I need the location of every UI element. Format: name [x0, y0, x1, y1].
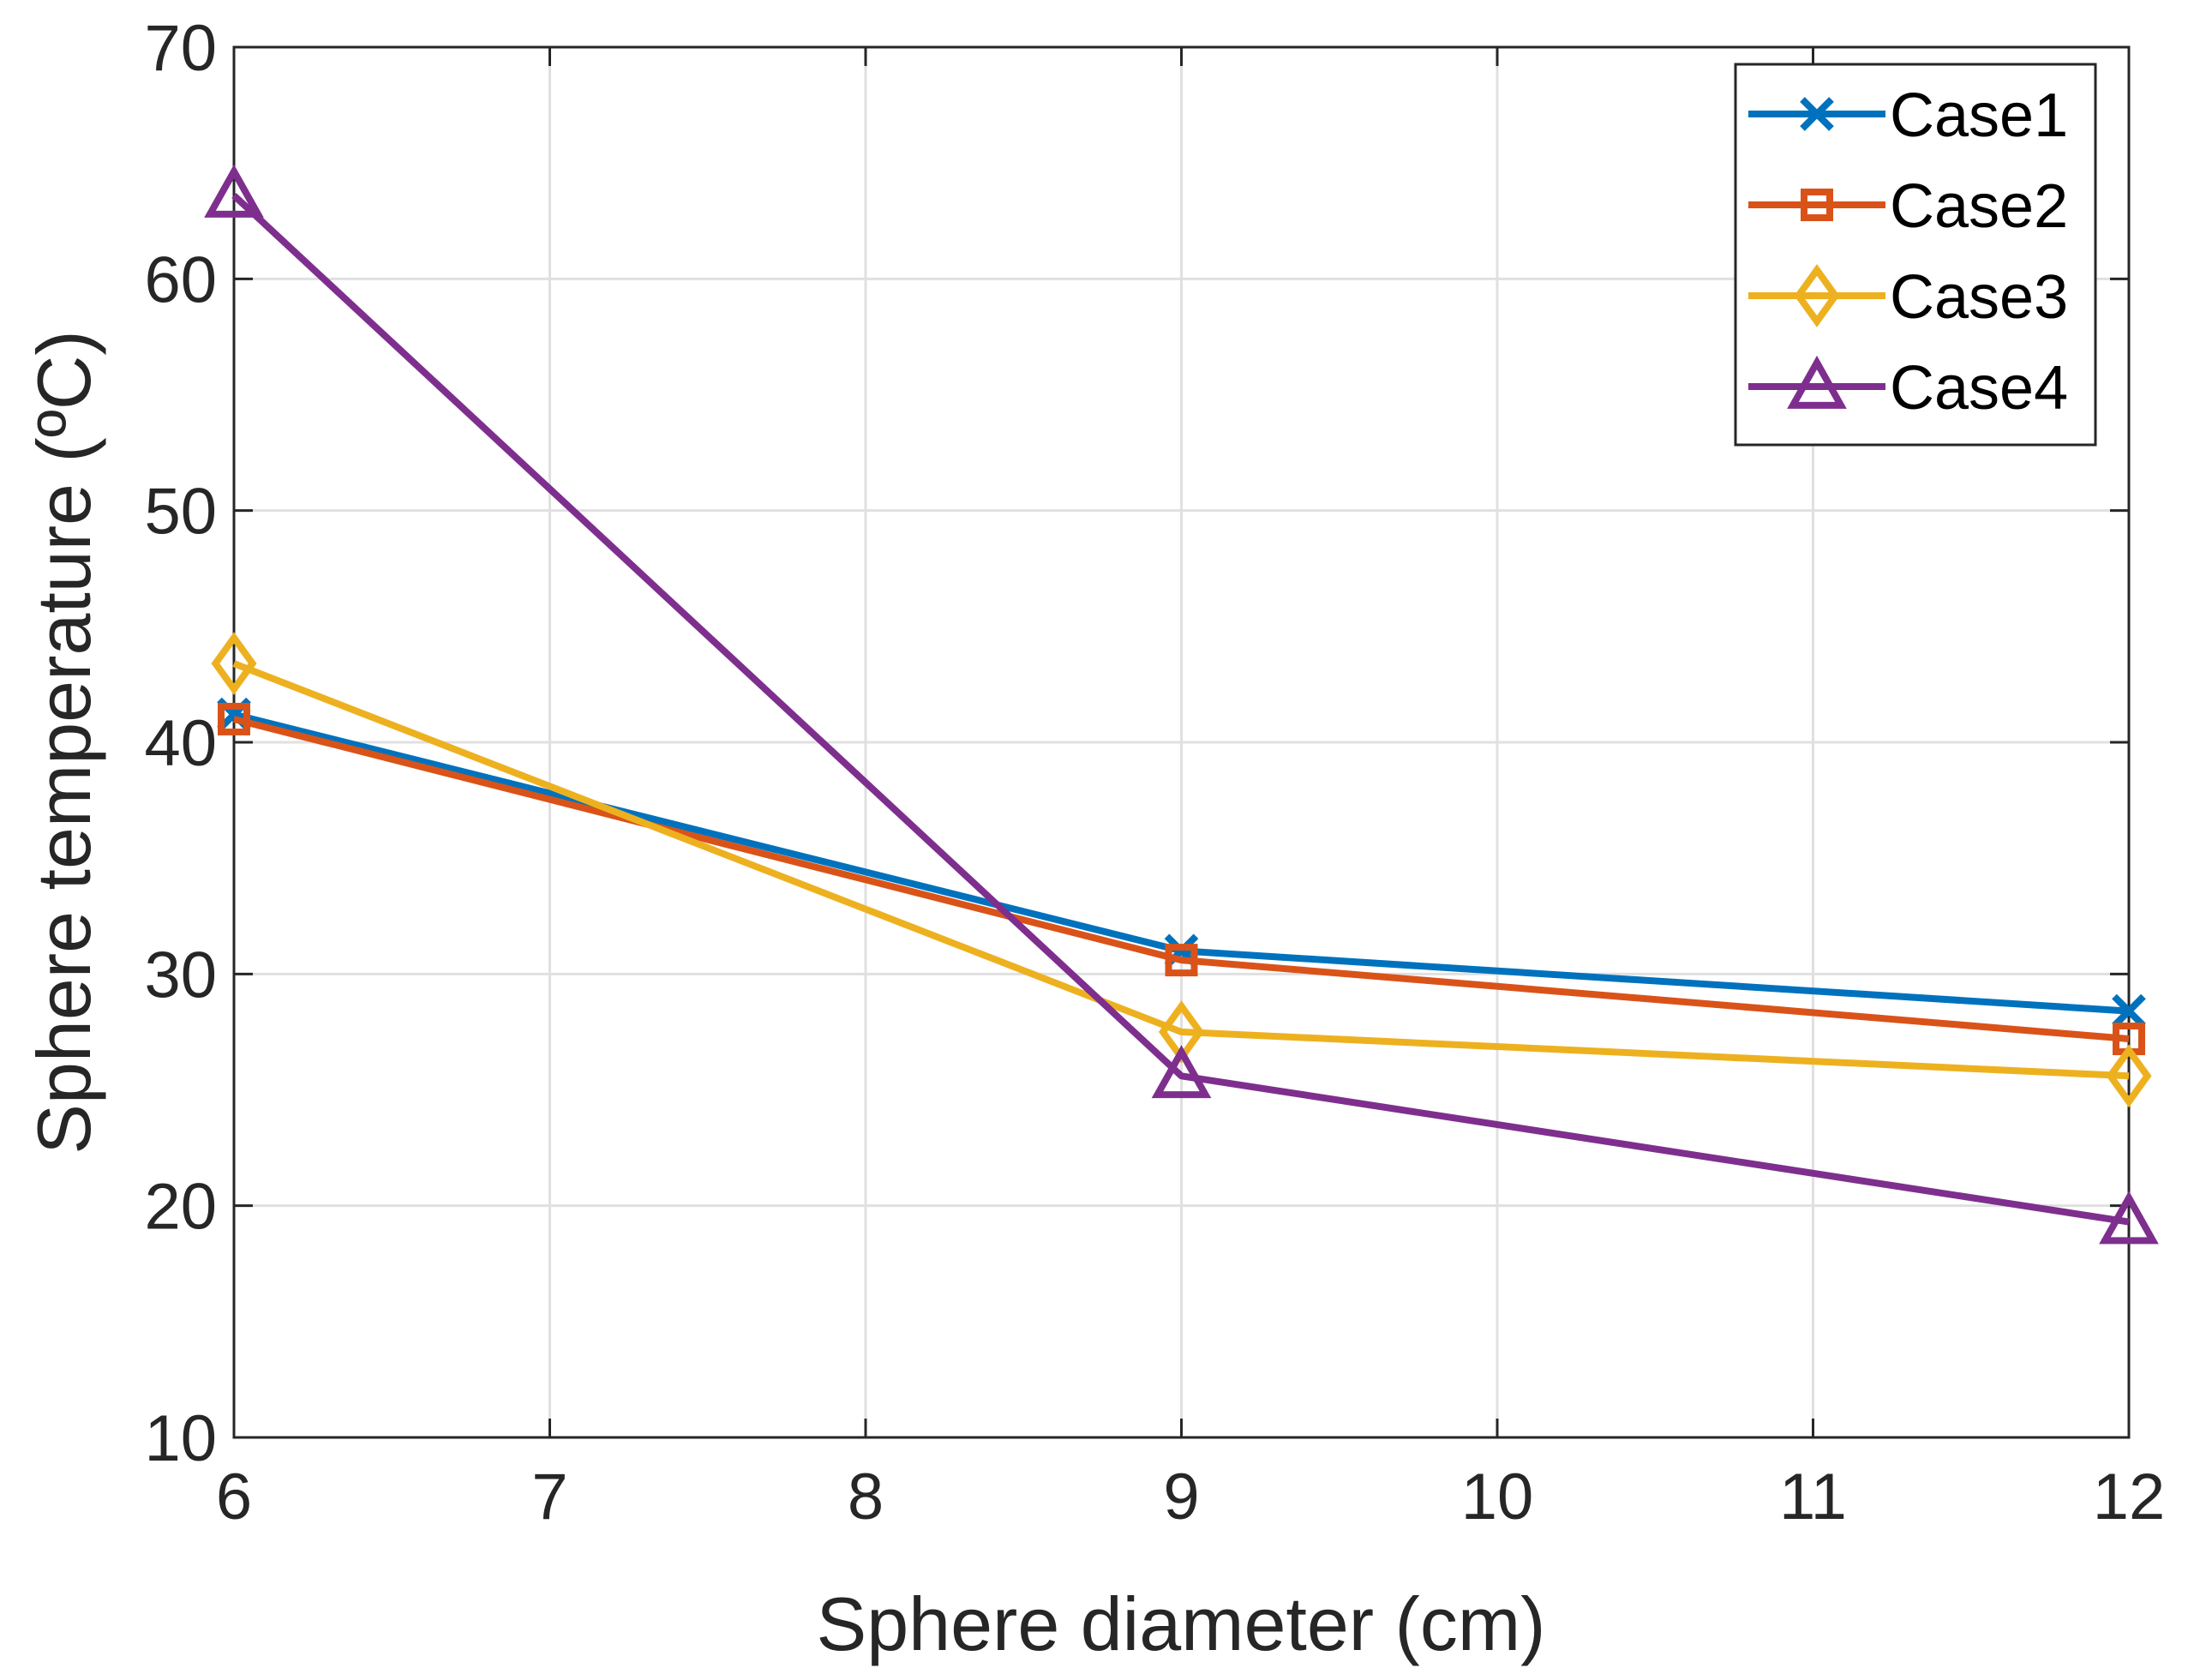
- data-point: [2106, 1044, 2152, 1108]
- legend-marker: [1800, 97, 1834, 131]
- legend-label: Case1: [1890, 81, 2068, 150]
- marker-stroke: [2112, 993, 2146, 1029]
- series-line: [232, 660, 2130, 1080]
- series-line: [233, 716, 2130, 1043]
- x-tick-label: 9: [1163, 1461, 1199, 1533]
- data-point: [2112, 993, 2146, 1029]
- legend-item-case3: Case3: [1748, 263, 2068, 332]
- y-tick-label: 20: [144, 1171, 217, 1244]
- x-tick-label: 7: [531, 1461, 567, 1533]
- legend: Case1 Case2 Case3 Case4: [1734, 63, 2097, 447]
- series-case3: [211, 632, 2152, 1108]
- legend-item-case1: Case1: [1748, 81, 2068, 150]
- legend-label: Case3: [1890, 263, 2068, 332]
- x-tick-label: 11: [1779, 1461, 1847, 1533]
- y-tick-label: 70: [144, 12, 217, 85]
- series-line: [231, 193, 2130, 1226]
- x-tick-label: 12: [2093, 1461, 2166, 1533]
- x-axis-title: Sphere diameter (cm): [817, 1581, 1546, 1666]
- x-tick-label: 10: [1461, 1461, 1534, 1533]
- y-tick-label: 60: [144, 243, 217, 316]
- series-case4: [204, 164, 2159, 1245]
- data-point: [1165, 944, 1198, 977]
- legend-marker: [1787, 355, 1847, 409]
- series-case1: [217, 697, 2146, 1029]
- legend-item-case4: Case4: [1748, 354, 2068, 423]
- legend-label: Case4: [1890, 354, 2068, 423]
- y-tick-label: 40: [144, 707, 217, 780]
- series-layer: [204, 164, 2159, 1245]
- x-tick-label: 8: [848, 1461, 884, 1533]
- y-tick-label: 10: [144, 1402, 217, 1475]
- y-tick-label: 50: [144, 476, 217, 549]
- y-tick-label: 30: [144, 939, 217, 1011]
- data-point: [2099, 1191, 2159, 1245]
- legend-label: Case2: [1890, 172, 2068, 241]
- legend-box: [1734, 63, 2097, 447]
- legend-marker: [1801, 189, 1833, 221]
- marker-stroke: [1800, 97, 1834, 131]
- data-point: [204, 164, 264, 218]
- legend-marker: [1794, 264, 1840, 327]
- legend-item-case2: Case2: [1748, 172, 2068, 241]
- data-point: [211, 632, 257, 695]
- axis-ticks: 6 7 8 9 10 11 12 10 20 30 40 50 60 70: [144, 12, 2165, 1533]
- x-tick-label: 6: [216, 1461, 252, 1533]
- data-point: [218, 702, 250, 735]
- data-point: [1151, 1045, 1212, 1099]
- y-axis-title: Sphere temperature (ºC): [21, 330, 106, 1154]
